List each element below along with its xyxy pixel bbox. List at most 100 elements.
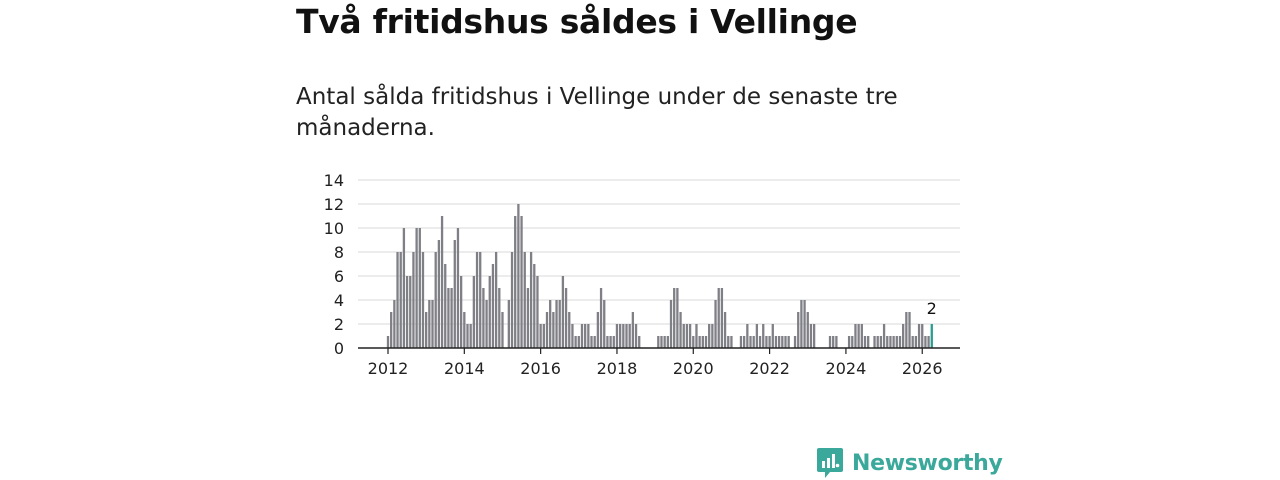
bar xyxy=(889,336,892,348)
bar xyxy=(886,336,889,348)
bar xyxy=(399,252,402,348)
newsworthy-logo-icon xyxy=(817,448,843,478)
bar xyxy=(743,336,746,348)
bar xyxy=(797,312,800,348)
bar xyxy=(482,288,485,348)
bar xyxy=(491,264,495,348)
bar xyxy=(479,252,482,348)
bar xyxy=(622,324,625,348)
bar xyxy=(927,336,930,348)
bar xyxy=(628,324,631,348)
axes: 0 2 4 6 8 10 12 14 2 2012 2014 2016 2018 2020 2022 2024… xyxy=(324,171,960,378)
brand-logo: Newsworthy xyxy=(816,446,1003,480)
bar xyxy=(828,336,832,348)
bar xyxy=(542,324,545,348)
bar xyxy=(832,336,835,348)
bar xyxy=(577,336,580,348)
bar xyxy=(440,216,444,348)
bar xyxy=(835,336,838,348)
y-tick-label: 14 xyxy=(324,171,344,190)
chart-title: Två fritidshus såldes i Vellinge xyxy=(296,2,858,41)
bar xyxy=(924,336,927,348)
bar xyxy=(593,336,596,348)
bar xyxy=(914,336,918,348)
bar xyxy=(921,324,924,348)
bar-chart: 0 2 4 6 8 10 12 14 2 2012 2014 2016 2018 2020 2022 2024… xyxy=(324,171,960,378)
bar xyxy=(895,336,898,348)
chart-subtitle: Antal sålda fritidshus i Vellinge under … xyxy=(296,84,898,141)
x-tick-label: 2024 xyxy=(826,359,867,378)
bar xyxy=(730,336,733,348)
bar xyxy=(494,252,498,348)
bar xyxy=(631,312,635,348)
bar xyxy=(673,288,676,348)
x-tick-label: 2014 xyxy=(444,359,485,378)
bar xyxy=(720,288,724,348)
bar xyxy=(539,324,542,348)
bar xyxy=(428,300,431,348)
y-tick-label: 8 xyxy=(334,243,344,262)
bar xyxy=(514,216,517,348)
bar xyxy=(857,324,860,348)
bar xyxy=(498,288,501,348)
y-tick-label: 0 xyxy=(334,339,344,358)
bar xyxy=(612,336,615,348)
bar xyxy=(638,336,641,348)
bar xyxy=(463,312,466,348)
bar xyxy=(784,336,787,348)
highlight-value-label: 2 xyxy=(927,299,937,318)
bar xyxy=(708,324,711,348)
bar xyxy=(396,252,399,348)
bar xyxy=(905,312,908,348)
bar xyxy=(749,336,752,348)
bar xyxy=(682,324,685,348)
bar xyxy=(679,312,682,348)
bar xyxy=(456,228,460,348)
bar xyxy=(425,312,428,348)
bar xyxy=(774,336,778,348)
y-tick-label: 4 xyxy=(334,291,344,310)
bar xyxy=(618,324,622,348)
bar xyxy=(657,336,660,348)
bar xyxy=(714,300,717,348)
bar xyxy=(812,324,816,348)
bar xyxy=(882,324,886,348)
bar xyxy=(771,324,774,348)
bar xyxy=(701,336,704,348)
bar xyxy=(421,252,425,348)
bar xyxy=(609,336,612,348)
bar xyxy=(606,336,609,348)
bar xyxy=(459,276,463,348)
bar xyxy=(580,324,584,348)
bar xyxy=(685,324,689,348)
bar xyxy=(415,228,418,348)
bar xyxy=(485,300,488,348)
bar xyxy=(867,336,870,348)
bar xyxy=(777,336,781,348)
brand-name: Newsworthy xyxy=(852,450,1003,476)
bar xyxy=(800,300,803,348)
bar xyxy=(434,252,437,348)
bar xyxy=(876,336,879,348)
bar xyxy=(523,252,526,348)
bar xyxy=(587,324,590,348)
bar xyxy=(507,300,510,348)
bar xyxy=(412,252,415,348)
bar xyxy=(472,276,476,348)
bar xyxy=(692,336,695,348)
bar xyxy=(469,324,472,348)
bar xyxy=(533,264,536,348)
bar xyxy=(561,276,565,348)
bar xyxy=(755,324,759,348)
bar xyxy=(615,324,619,348)
bar xyxy=(768,336,771,348)
bar xyxy=(520,216,523,348)
bar xyxy=(911,336,914,348)
bar xyxy=(450,288,453,348)
bar xyxy=(568,312,571,348)
bar xyxy=(405,276,409,348)
bar xyxy=(409,276,412,348)
bar xyxy=(558,300,561,348)
bar xyxy=(501,312,504,348)
x-tick-label: 2026 xyxy=(902,359,943,378)
